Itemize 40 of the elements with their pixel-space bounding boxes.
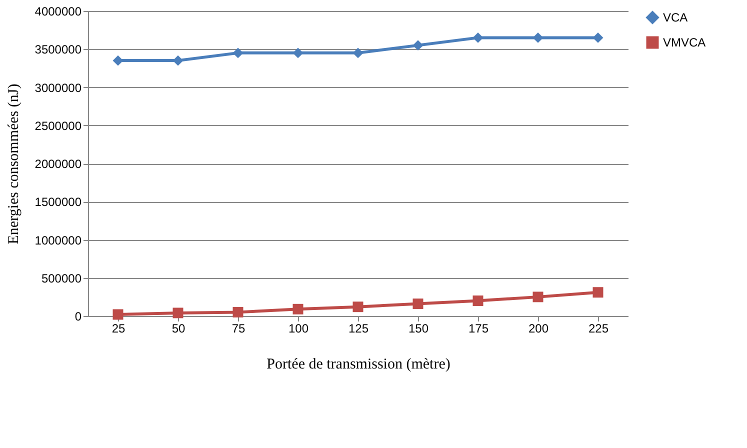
legend-label: VMVCA xyxy=(663,36,706,50)
point xyxy=(352,302,364,312)
y-tick-label: 0 xyxy=(74,310,82,324)
point xyxy=(232,48,244,58)
x-tick-label: 50 xyxy=(172,322,186,336)
x-tick-label: 200 xyxy=(528,322,549,336)
point xyxy=(472,32,484,43)
y-tick-label: 4000000 xyxy=(34,4,82,18)
x-tick-label: 225 xyxy=(588,322,609,336)
x-tick-label: 75 xyxy=(232,322,246,336)
point xyxy=(532,292,544,302)
y-tick-label: 3000000 xyxy=(34,80,82,95)
y-tick-label: 2500000 xyxy=(34,118,82,133)
point xyxy=(592,287,604,298)
y-tick-label: 500000 xyxy=(41,271,82,286)
y-tick-label: 3500000 xyxy=(34,42,82,57)
x-tick-label: 25 xyxy=(112,322,126,336)
point xyxy=(172,308,184,318)
point xyxy=(412,298,424,310)
point xyxy=(112,309,124,320)
y-tick-label: 1500000 xyxy=(34,195,82,210)
y-tick-label: 2000000 xyxy=(34,157,82,171)
x-tick-label: 150 xyxy=(408,322,429,336)
x-axis-title: Portée de transmission (mètre) xyxy=(266,356,450,372)
y-axis-title: Energies consommées (nJ) xyxy=(6,84,22,244)
y-tick-label: 1000000 xyxy=(34,233,82,248)
point xyxy=(352,48,364,58)
legend-label: VCA xyxy=(663,10,688,24)
point xyxy=(112,55,124,66)
x-tick-label: 100 xyxy=(288,322,309,336)
point xyxy=(172,55,184,66)
point xyxy=(472,296,484,306)
x-tick-label: 175 xyxy=(468,322,489,336)
point xyxy=(292,304,304,314)
point xyxy=(232,306,244,318)
point xyxy=(532,32,544,43)
point xyxy=(412,40,424,51)
x-tick-label: 125 xyxy=(348,322,369,336)
point xyxy=(292,48,304,58)
point xyxy=(592,32,604,43)
